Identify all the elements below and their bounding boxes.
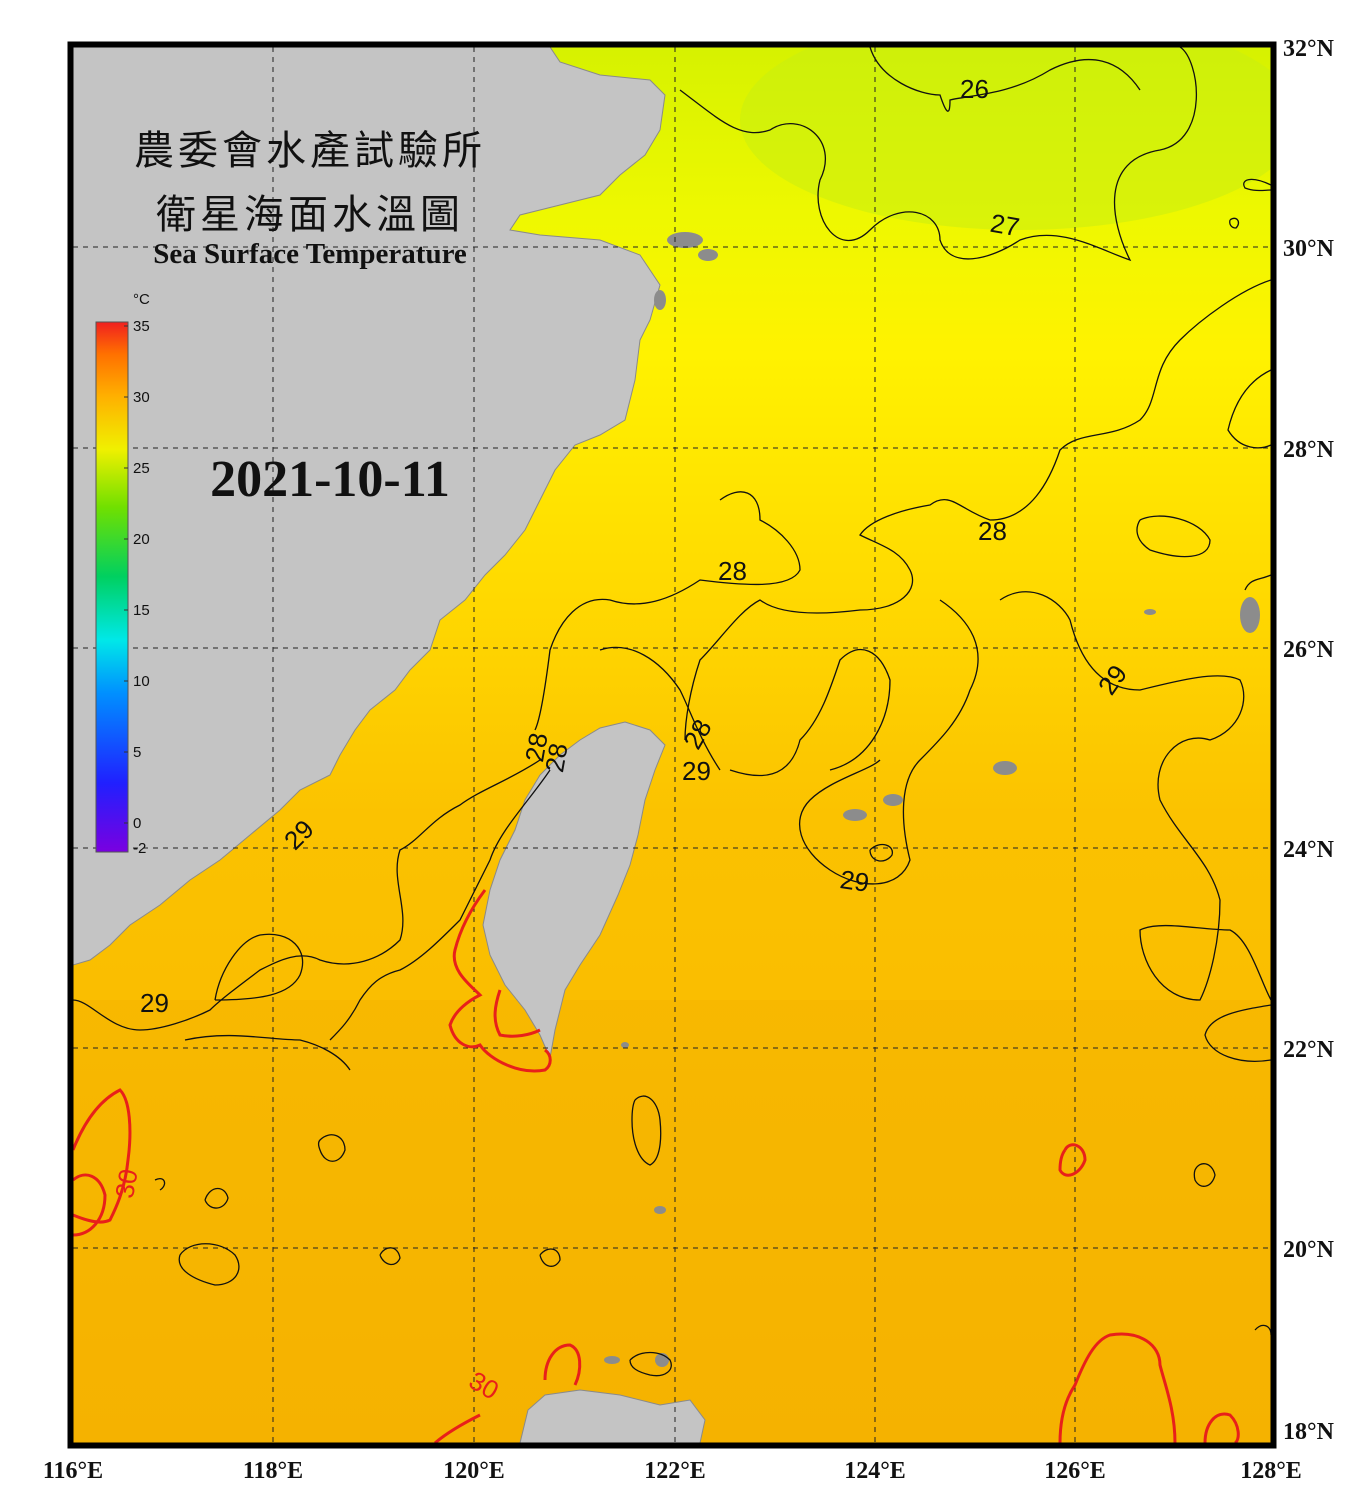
colorbar-gradient: [95, 321, 129, 853]
lat-axis-labels: 32°N 30°N 28°N 26°N 24°N 22°N 20°N 18°N: [1283, 36, 1335, 1445]
date-label: 2021-10-11: [210, 451, 450, 508]
svg-text:29: 29: [682, 756, 711, 786]
svg-text:26: 26: [960, 74, 989, 104]
colorbar-tick: 25: [133, 460, 150, 477]
svg-text:28: 28: [718, 556, 747, 586]
isotherms-red: [73, 889, 1240, 1443]
luzon-land: [519, 1389, 706, 1443]
china-land: [73, 47, 666, 966]
svg-text:28: 28: [519, 730, 554, 764]
colorbar-tick: 30: [133, 389, 150, 406]
lon-label: 120°E: [443, 1458, 505, 1484]
lon-label: 124°E: [844, 1458, 906, 1484]
lon-label: 122°E: [644, 1458, 706, 1484]
lon-label: 128°E: [1240, 1458, 1302, 1484]
svg-text:30: 30: [109, 1167, 144, 1201]
lat-label: 32°N: [1283, 36, 1335, 62]
colorbar-tick: 15: [133, 602, 150, 619]
map-frame: [67, 41, 1277, 1449]
svg-text:29: 29: [838, 864, 871, 898]
svg-text:29: 29: [140, 988, 169, 1018]
lat-label: 30°N: [1283, 236, 1335, 262]
lat-label: 24°N: [1283, 837, 1335, 863]
lon-label: 126°E: [1044, 1458, 1106, 1484]
title-line2: 衛星海面水溫圖: [156, 192, 464, 238]
lon-label: 116°E: [43, 1458, 103, 1484]
lat-label: 18°N: [1283, 1419, 1335, 1445]
colorbar-tick: 20: [133, 531, 150, 548]
svg-text:28: 28: [978, 516, 1007, 546]
colorbar-unit: °C: [133, 291, 150, 308]
colorbar-tick: 10: [133, 673, 150, 690]
taiwan-land: [482, 721, 666, 1060]
graticule: [73, 47, 1271, 1443]
lat-label: 20°N: [1283, 1237, 1335, 1263]
lat-label: 26°N: [1283, 637, 1335, 663]
colorbar-tick: 5: [133, 744, 141, 761]
colorbar-tick: -2: [133, 840, 146, 857]
title-line1: 農委會水產試驗所: [134, 128, 486, 174]
lat-label: 22°N: [1283, 1037, 1335, 1063]
colorbar: °C 35 30 25 20 15 10 5 0 -2: [95, 291, 150, 857]
isotherms-black: [73, 47, 1271, 1377]
colorbar-tick: 35: [133, 318, 150, 335]
svg-text:27: 27: [988, 208, 1022, 243]
colorbar-tick: 0: [133, 815, 141, 832]
lon-axis-labels: 116°E 118°E 120°E 122°E 124°E 126°E 128°E: [43, 1458, 1302, 1484]
svg-text:28: 28: [539, 741, 574, 775]
title-english: Sea Surface Temperature: [153, 238, 467, 270]
lat-label: 28°N: [1283, 437, 1335, 463]
lon-label: 118°E: [243, 1458, 303, 1484]
